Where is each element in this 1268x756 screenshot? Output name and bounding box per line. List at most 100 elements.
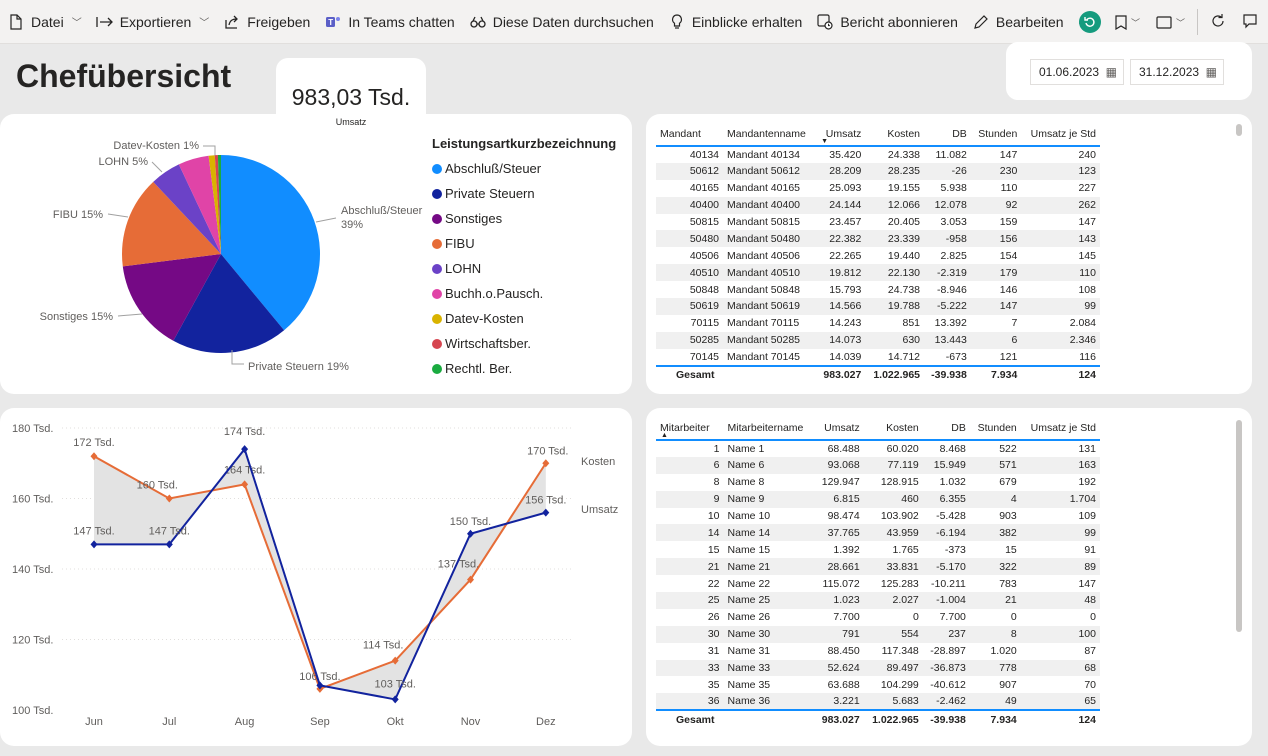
kpi-card-umsatz[interactable]: 983,03 Tsd. Umsatz <box>276 58 426 134</box>
column-header-umsatz[interactable]: Umsatz ▼ <box>821 127 862 146</box>
data-point-kosten[interactable] <box>90 452 98 461</box>
calendar-icon[interactable]: ▦ <box>1205 65 1217 79</box>
table-row[interactable]: 14 Name 14 37.765 43.959 -6.194 382 99 <box>656 524 1100 542</box>
data-point-kosten[interactable] <box>542 459 550 468</box>
column-header-umsatz-je-std[interactable]: Umsatz je Std <box>1030 421 1096 434</box>
data-point-umsatz[interactable] <box>542 508 550 517</box>
pie-slice-buchh-o-pausch[interactable] <box>178 155 221 254</box>
legend-item-buchh-o-pausch[interactable]: Buchh.o.Pausch. <box>432 281 616 306</box>
legend-item-wirtschaftsber[interactable]: Wirtschaftsber. <box>432 331 616 356</box>
end-date-input[interactable]: 31.12.2023 ▦ <box>1130 59 1224 85</box>
legend-item-private-steuern[interactable]: Private Steuern <box>432 181 616 206</box>
table-row[interactable]: 50480 Mandant 50480 22.382 23.339 -958 156 143 <box>656 230 1100 248</box>
table-row[interactable]: 22 Name 22 115.072 125.283 -10.211 783 147 <box>656 575 1100 592</box>
pie-slice-datev-kosten[interactable] <box>208 155 221 254</box>
pie-slice-abschlu-steuer[interactable] <box>221 155 320 331</box>
table-row[interactable]: 50815 Mandant 50815 23.457 20.405 3.053 159 14… <box>656 214 1100 231</box>
table-row[interactable]: 15 Name 15 1.392 1.765 -373 15 91 <box>656 541 1100 558</box>
table-cell: -26 <box>924 162 971 180</box>
table-row[interactable]: 30 Name 30 791 554 237 8 100 <box>656 625 1100 643</box>
column-header-mitarbeiter[interactable]: Mitarbeiter ▲ <box>660 421 710 440</box>
refresh-icon[interactable] <box>1210 13 1226 32</box>
legend-label: Wirtschaftsber. <box>445 336 531 351</box>
legend-item-rechtl-ber[interactable]: Rechtl. Ber. <box>432 356 616 381</box>
legend-item-sonstiges[interactable]: Sonstiges <box>432 206 616 231</box>
column-header-stunden[interactable]: Stunden <box>978 127 1018 140</box>
column-header-stunden[interactable]: Stunden <box>977 421 1017 434</box>
data-point-umsatz[interactable] <box>165 540 173 549</box>
pie-leader-line <box>203 145 216 156</box>
data-point-kosten[interactable] <box>241 480 249 489</box>
column-header-mandant[interactable]: Mandant <box>660 127 701 140</box>
legend-item-lohn[interactable]: LOHN <box>432 256 616 281</box>
column-header-umsatz-je-std[interactable]: Umsatz je Std <box>1030 127 1096 140</box>
legend-item-fibu[interactable]: FIBU <box>432 231 616 256</box>
table-row[interactable]: 10 Name 10 98.474 103.902 -5.428 903 109 <box>656 508 1100 525</box>
share-button[interactable]: Freigeben <box>216 0 317 44</box>
data-point-kosten[interactable] <box>391 656 399 665</box>
pie-slice-lohn[interactable] <box>153 164 221 254</box>
table-row[interactable]: 70115 Mandant 70115 14.243 851 13.392 7 2.084 <box>656 315 1100 332</box>
table-row[interactable]: 9 Name 9 6.815 460 6.355 4 1.704 <box>656 490 1100 508</box>
pie-slice-rechtl-ber[interactable] <box>217 155 221 254</box>
reset-icon[interactable] <box>1078 11 1101 33</box>
pie-slice-private-steuern[interactable] <box>173 254 285 353</box>
start-date-input[interactable]: 01.06.2023 ▦ <box>1030 59 1124 85</box>
pie-slice-fibu[interactable] <box>122 181 221 267</box>
bookmark-icon[interactable]: ﹀ <box>1115 14 1140 30</box>
comment-icon[interactable] <box>1242 13 1258 32</box>
scrollbar-thumb[interactable] <box>1236 420 1242 632</box>
column-header-kosten[interactable]: Kosten <box>887 127 921 140</box>
data-point-umsatz[interactable] <box>391 695 399 704</box>
table-row[interactable]: 31 Name 31 88.450 117.348 -28.897 1.020 87 <box>656 643 1100 660</box>
data-point-umsatz[interactable] <box>467 529 474 538</box>
table-row[interactable]: 50612 Mandant 50612 28.209 28.235 -26 230 123 <box>656 162 1100 180</box>
table-row[interactable]: 50285 Mandant 50285 14.073 630 13.443 6 2.346 <box>656 331 1100 349</box>
table-row[interactable]: 40510 Mandant 40510 19.812 22.130 -2.319 179 1… <box>656 264 1100 282</box>
pie-chart[interactable]: Abschluß/Steuer 39% Private Steuern 19% Son… <box>0 114 632 394</box>
legend-item-abschlu-steuer[interactable]: Abschluß/Steuer <box>432 156 616 181</box>
table-row[interactable]: 50848 Mandant 50848 15.793 24.738 -8.946 146 1… <box>656 281 1100 298</box>
table-row[interactable]: 36 Name 36 3.221 5.683 -2.462 49 65 <box>656 693 1100 711</box>
table-row[interactable]: 21 Name 21 28.661 33.831 -5.170 322 89 <box>656 558 1100 576</box>
scrollbar-thumb[interactable] <box>1236 124 1242 136</box>
legend-item-datev-kosten[interactable]: Datev-Kosten <box>432 306 616 331</box>
data-point-kosten[interactable] <box>165 494 173 503</box>
export-menu-button[interactable]: Exportieren ﹀ <box>89 0 217 44</box>
teams-chat-button[interactable]: T In Teams chatten <box>317 0 461 44</box>
data-point-umsatz[interactable] <box>90 540 98 549</box>
table-cell: 1.032 <box>939 476 966 489</box>
pie-slice-sonstiges[interactable] <box>122 254 221 341</box>
table-row[interactable]: 25 Name 25 1.023 2.027 -1.004 21 48 <box>656 592 1100 609</box>
table-row[interactable]: 70145 Mandant 70145 14.039 14.712 -673 121 116 <box>656 349 1100 366</box>
column-header-db[interactable]: DB <box>952 127 967 140</box>
table-row[interactable]: 33 Name 33 52.624 89.497 -36.873 778 68 <box>656 659 1100 677</box>
calendar-icon[interactable]: ▦ <box>1105 65 1117 79</box>
table-row[interactable]: 40165 Mandant 40165 25.093 19.155 5.938 110 22… <box>656 180 1100 197</box>
table-row[interactable]: 1 Name 1 68.488 60.020 8.468 522 131 <box>656 440 1100 457</box>
column-header-kosten[interactable]: Kosten <box>886 421 919 434</box>
table-row[interactable]: 26 Name 26 7.700 0 7.700 0 0 <box>656 609 1100 626</box>
column-header-umsatz[interactable]: Umsatz <box>824 421 860 434</box>
search-data-button[interactable]: Diese Daten durchsuchen <box>462 0 661 44</box>
table-row[interactable]: 40134 Mandant 40134 35.420 24.338 11.082 147 2… <box>656 146 1100 163</box>
line-chart[interactable]: 100 Tsd. 120 Tsd. 140 Tsd. 160 Tsd. 180 Tsd.… <box>0 408 632 746</box>
subscribe-button[interactable]: Bericht abonnieren <box>809 0 965 44</box>
column-header-mitarbeitername[interactable]: Mitarbeitername <box>727 421 804 434</box>
edit-button[interactable]: Bearbeiten <box>965 0 1071 44</box>
table-row[interactable]: 50619 Mandant 50619 14.566 19.788 -5.222 147 9… <box>656 298 1100 315</box>
data-point-umsatz[interactable] <box>316 681 324 690</box>
data-point-umsatz[interactable] <box>241 445 249 454</box>
view-icon[interactable]: ﹀ <box>1156 15 1185 29</box>
table-row[interactable]: 35 Name 35 63.688 104.299 -40.612 907 70 <box>656 676 1100 693</box>
column-header-mandantenname[interactable]: Mandantenname <box>727 127 806 140</box>
pie-slice-wirtschaftsber[interactable] <box>214 155 221 254</box>
table-row[interactable]: 40506 Mandant 40506 22.265 19.440 2.825 154 14… <box>656 247 1100 264</box>
table-row[interactable]: 8 Name 8 129.947 128.915 1.032 679 192 <box>656 474 1100 491</box>
column-header-db[interactable]: DB <box>951 421 966 434</box>
data-point-kosten[interactable] <box>467 575 474 584</box>
table-row[interactable]: 40400 Mandant 40400 24.144 12.066 12.078 92 26… <box>656 196 1100 214</box>
insights-button[interactable]: Einblicke erhalten <box>661 0 810 44</box>
file-menu-button[interactable]: Datei ﹀ <box>0 0 89 44</box>
table-row[interactable]: 6 Name 6 93.068 77.119 15.949 571 163 <box>656 456 1100 474</box>
